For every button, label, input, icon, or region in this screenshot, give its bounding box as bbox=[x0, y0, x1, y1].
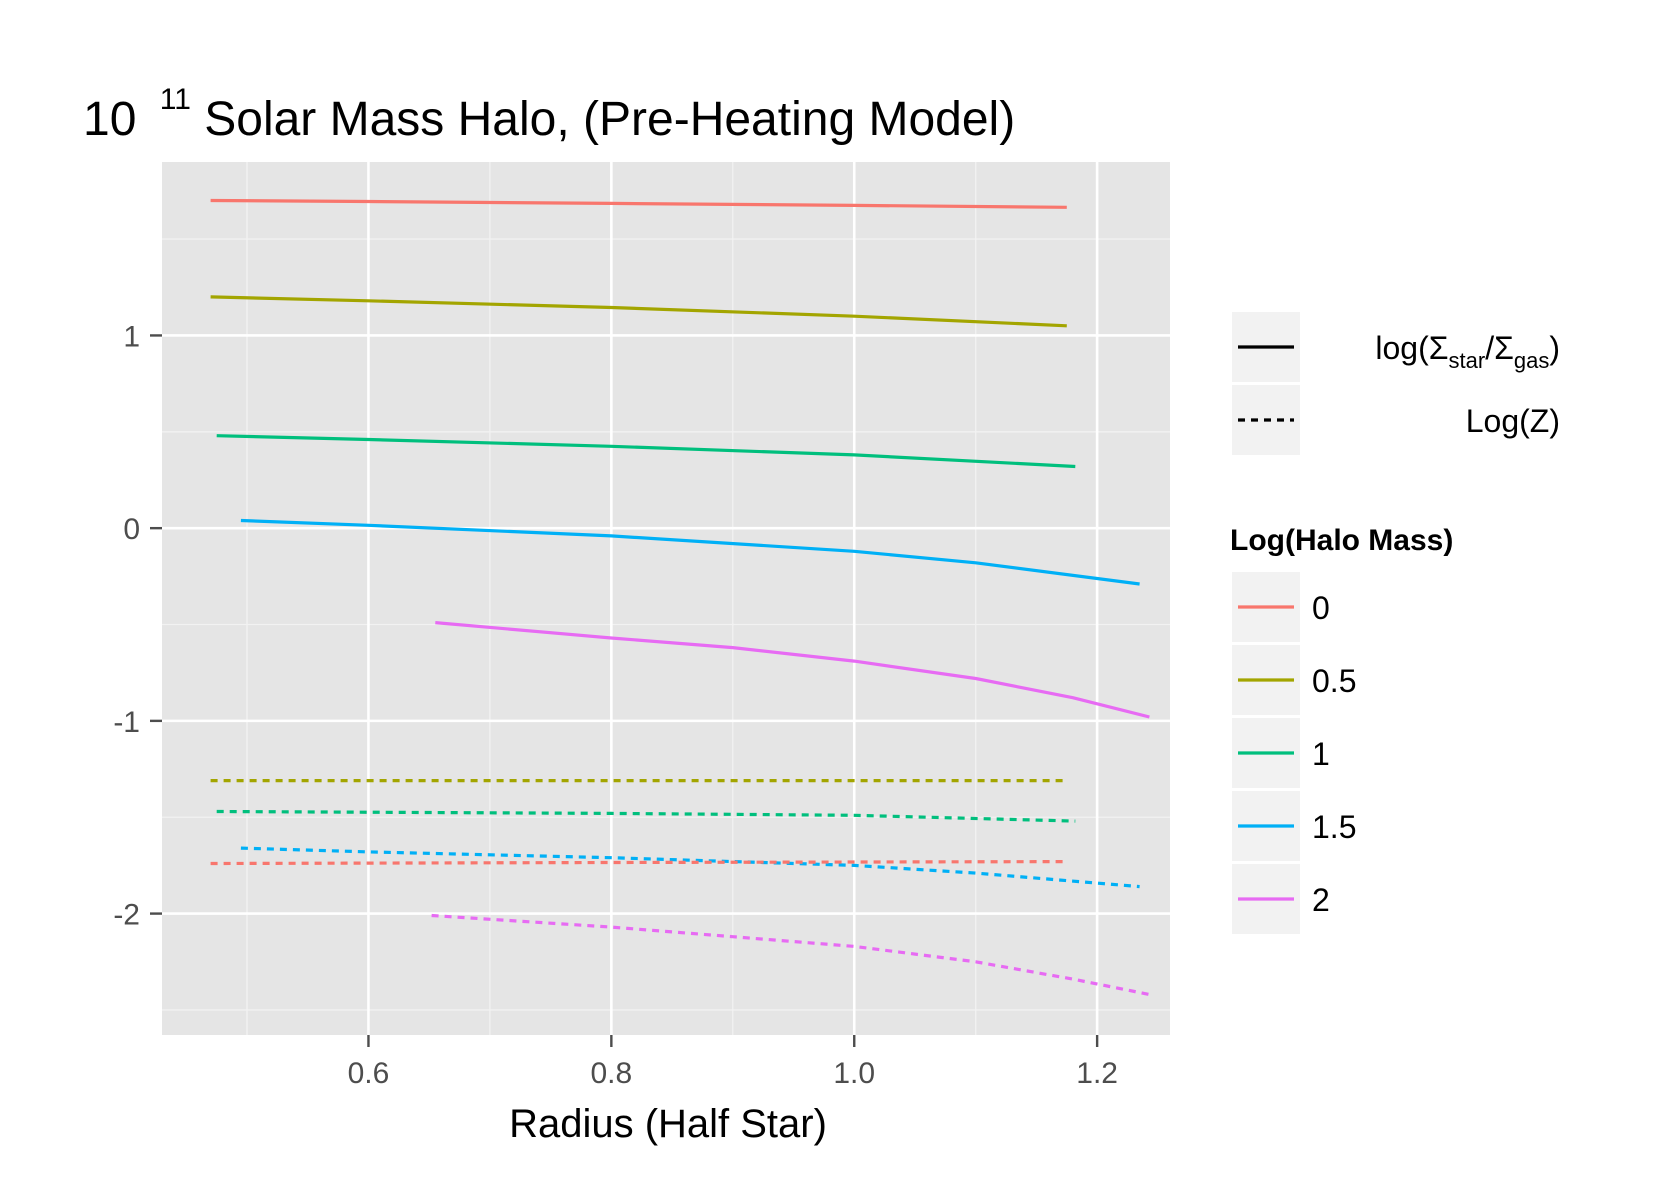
title-superscript: 11 bbox=[160, 83, 191, 116]
linetype-legend: log(Σstar/Σgas) Log(Z) bbox=[1232, 312, 1560, 455]
series-line-1-ratio bbox=[216, 434, 1076, 469]
color-legend: Log(Halo Mass) 0 0.5 1 1.5 2 bbox=[1230, 524, 1453, 934]
series-line-1_5-logz bbox=[240, 846, 1140, 889]
x-tick-label: 1.0 bbox=[833, 1057, 875, 1090]
series-line-1-logz bbox=[216, 809, 1076, 823]
title-prefix: 10 bbox=[83, 93, 136, 146]
linetype-legend-label: log(Σstar/Σgas) bbox=[1375, 330, 1560, 373]
linetype-legend-label: Log(Z) bbox=[1466, 403, 1560, 439]
series-line-2-ratio bbox=[435, 621, 1150, 719]
series-line-0-ratio bbox=[210, 198, 1067, 209]
series-line-1_5-ratio bbox=[240, 518, 1140, 586]
series-line-0-logz bbox=[210, 859, 1064, 866]
x-tick-label: 1.2 bbox=[1076, 1057, 1118, 1090]
color-legend-label: 0.5 bbox=[1312, 663, 1356, 699]
y-tick-label: -2 bbox=[113, 899, 140, 932]
x-tick-label: 0.8 bbox=[590, 1057, 632, 1090]
color-legend-label: 1.5 bbox=[1312, 809, 1356, 845]
color-legend-label: 0 bbox=[1312, 590, 1330, 626]
series-line-0_5-ratio bbox=[210, 295, 1067, 328]
y-tick-label: 1 bbox=[123, 320, 140, 353]
y-tick-label: 0 bbox=[123, 513, 140, 546]
color-legend-label: 2 bbox=[1312, 882, 1330, 918]
title-rest: Solar Mass Halo, (Pre-Heating Model) bbox=[204, 93, 1015, 146]
chart-title: 10 11 Solar Mass Halo, (Pre-Heating Mode… bbox=[83, 67, 1015, 146]
color-legend-label: 1 bbox=[1312, 736, 1330, 772]
panel-background bbox=[162, 162, 1170, 1035]
series-layer bbox=[210, 198, 1150, 997]
x-axis-title: Radius (Half Star) bbox=[509, 1102, 827, 1146]
y-tick-label: -1 bbox=[113, 706, 140, 739]
axes-layer: -2 -1 0 1 0.6 0.8 1.0 1.2 bbox=[113, 320, 1118, 1090]
color-legend-title: Log(Halo Mass) bbox=[1230, 524, 1453, 557]
plot-panel bbox=[162, 162, 1170, 1035]
x-tick-label: 0.6 bbox=[348, 1057, 390, 1090]
